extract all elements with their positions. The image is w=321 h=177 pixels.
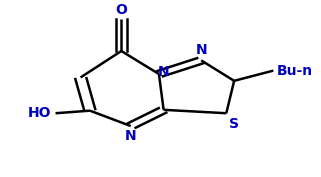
Text: N: N	[157, 65, 169, 79]
Text: O: O	[115, 3, 127, 17]
Text: N: N	[125, 129, 136, 143]
Text: S: S	[229, 117, 239, 131]
Text: HO: HO	[27, 106, 51, 120]
Text: N: N	[195, 43, 207, 57]
Text: Bu-n: Bu-n	[276, 64, 313, 78]
